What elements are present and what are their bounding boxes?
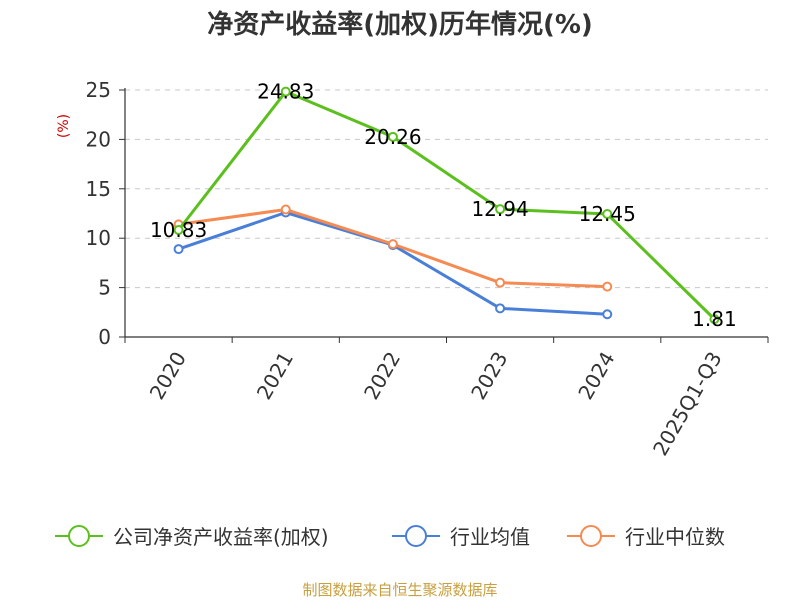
legend-swatch-marker: [405, 525, 427, 547]
data-point: [387, 239, 398, 250]
data-point: [495, 277, 506, 288]
legend-swatch-marker: [68, 525, 90, 547]
y-tick-label: 15: [86, 177, 111, 201]
data-point: [387, 131, 398, 142]
data-point: [280, 86, 291, 97]
x-tick-label: 2025Q1-Q3: [648, 348, 727, 460]
data-point: [173, 244, 184, 255]
y-tick-label: 25: [86, 78, 111, 102]
data-point: [173, 224, 184, 235]
legend-label: 行业均值: [450, 525, 530, 549]
source-footer: 制图数据来自恒生聚源数据库: [302, 581, 497, 599]
y-tick-label: 20: [86, 127, 111, 151]
y-tick-label: 0: [98, 325, 111, 349]
data-label: 1.81: [692, 307, 737, 331]
data-point: [495, 303, 506, 314]
x-tick-label: 2020: [145, 348, 191, 404]
data-label: 24.83: [257, 80, 314, 104]
y-tick-label: 10: [86, 226, 111, 250]
data-point: [280, 204, 291, 215]
grid-lines: [125, 89, 768, 289]
x-tick-label: 2024: [573, 348, 619, 404]
y-axis-label: (%): [56, 114, 72, 138]
y-tick-label: 5: [98, 276, 111, 300]
x-tick-label: 2022: [359, 348, 405, 404]
x-tick-label: 2021: [252, 348, 298, 404]
legend-label: 公司净资产收益率(加权): [113, 525, 329, 549]
data-labels: 10.83 24.83 20.26 12.94 12.45 1.81: [150, 80, 737, 331]
legend-swatch-marker: [580, 525, 602, 547]
axes: 0 5 10 15 20 25 2020 2021 2022 2023 2024 2025Q1-Q3: [86, 78, 769, 460]
data-point: [602, 208, 613, 219]
series-lines: [173, 86, 720, 325]
data-point: [602, 309, 613, 320]
data-label: 12.45: [579, 202, 636, 226]
data-point: [495, 204, 506, 215]
data-point: [602, 281, 613, 292]
data-point: [709, 314, 720, 325]
data-label: 12.94: [471, 197, 528, 221]
data-label: 20.26: [364, 125, 421, 149]
x-tick-label: 2023: [466, 348, 512, 404]
series-line: [178, 211, 608, 316]
data-label: 10.83: [150, 218, 207, 242]
series-line: [177, 90, 716, 321]
legend: 公司净资产收益率(加权) 行业均值 行业中位数: [55, 525, 725, 549]
legend-label: 行业中位数: [625, 525, 725, 549]
chart-title: 净资产收益率(加权)历年情况(%): [207, 9, 593, 40]
